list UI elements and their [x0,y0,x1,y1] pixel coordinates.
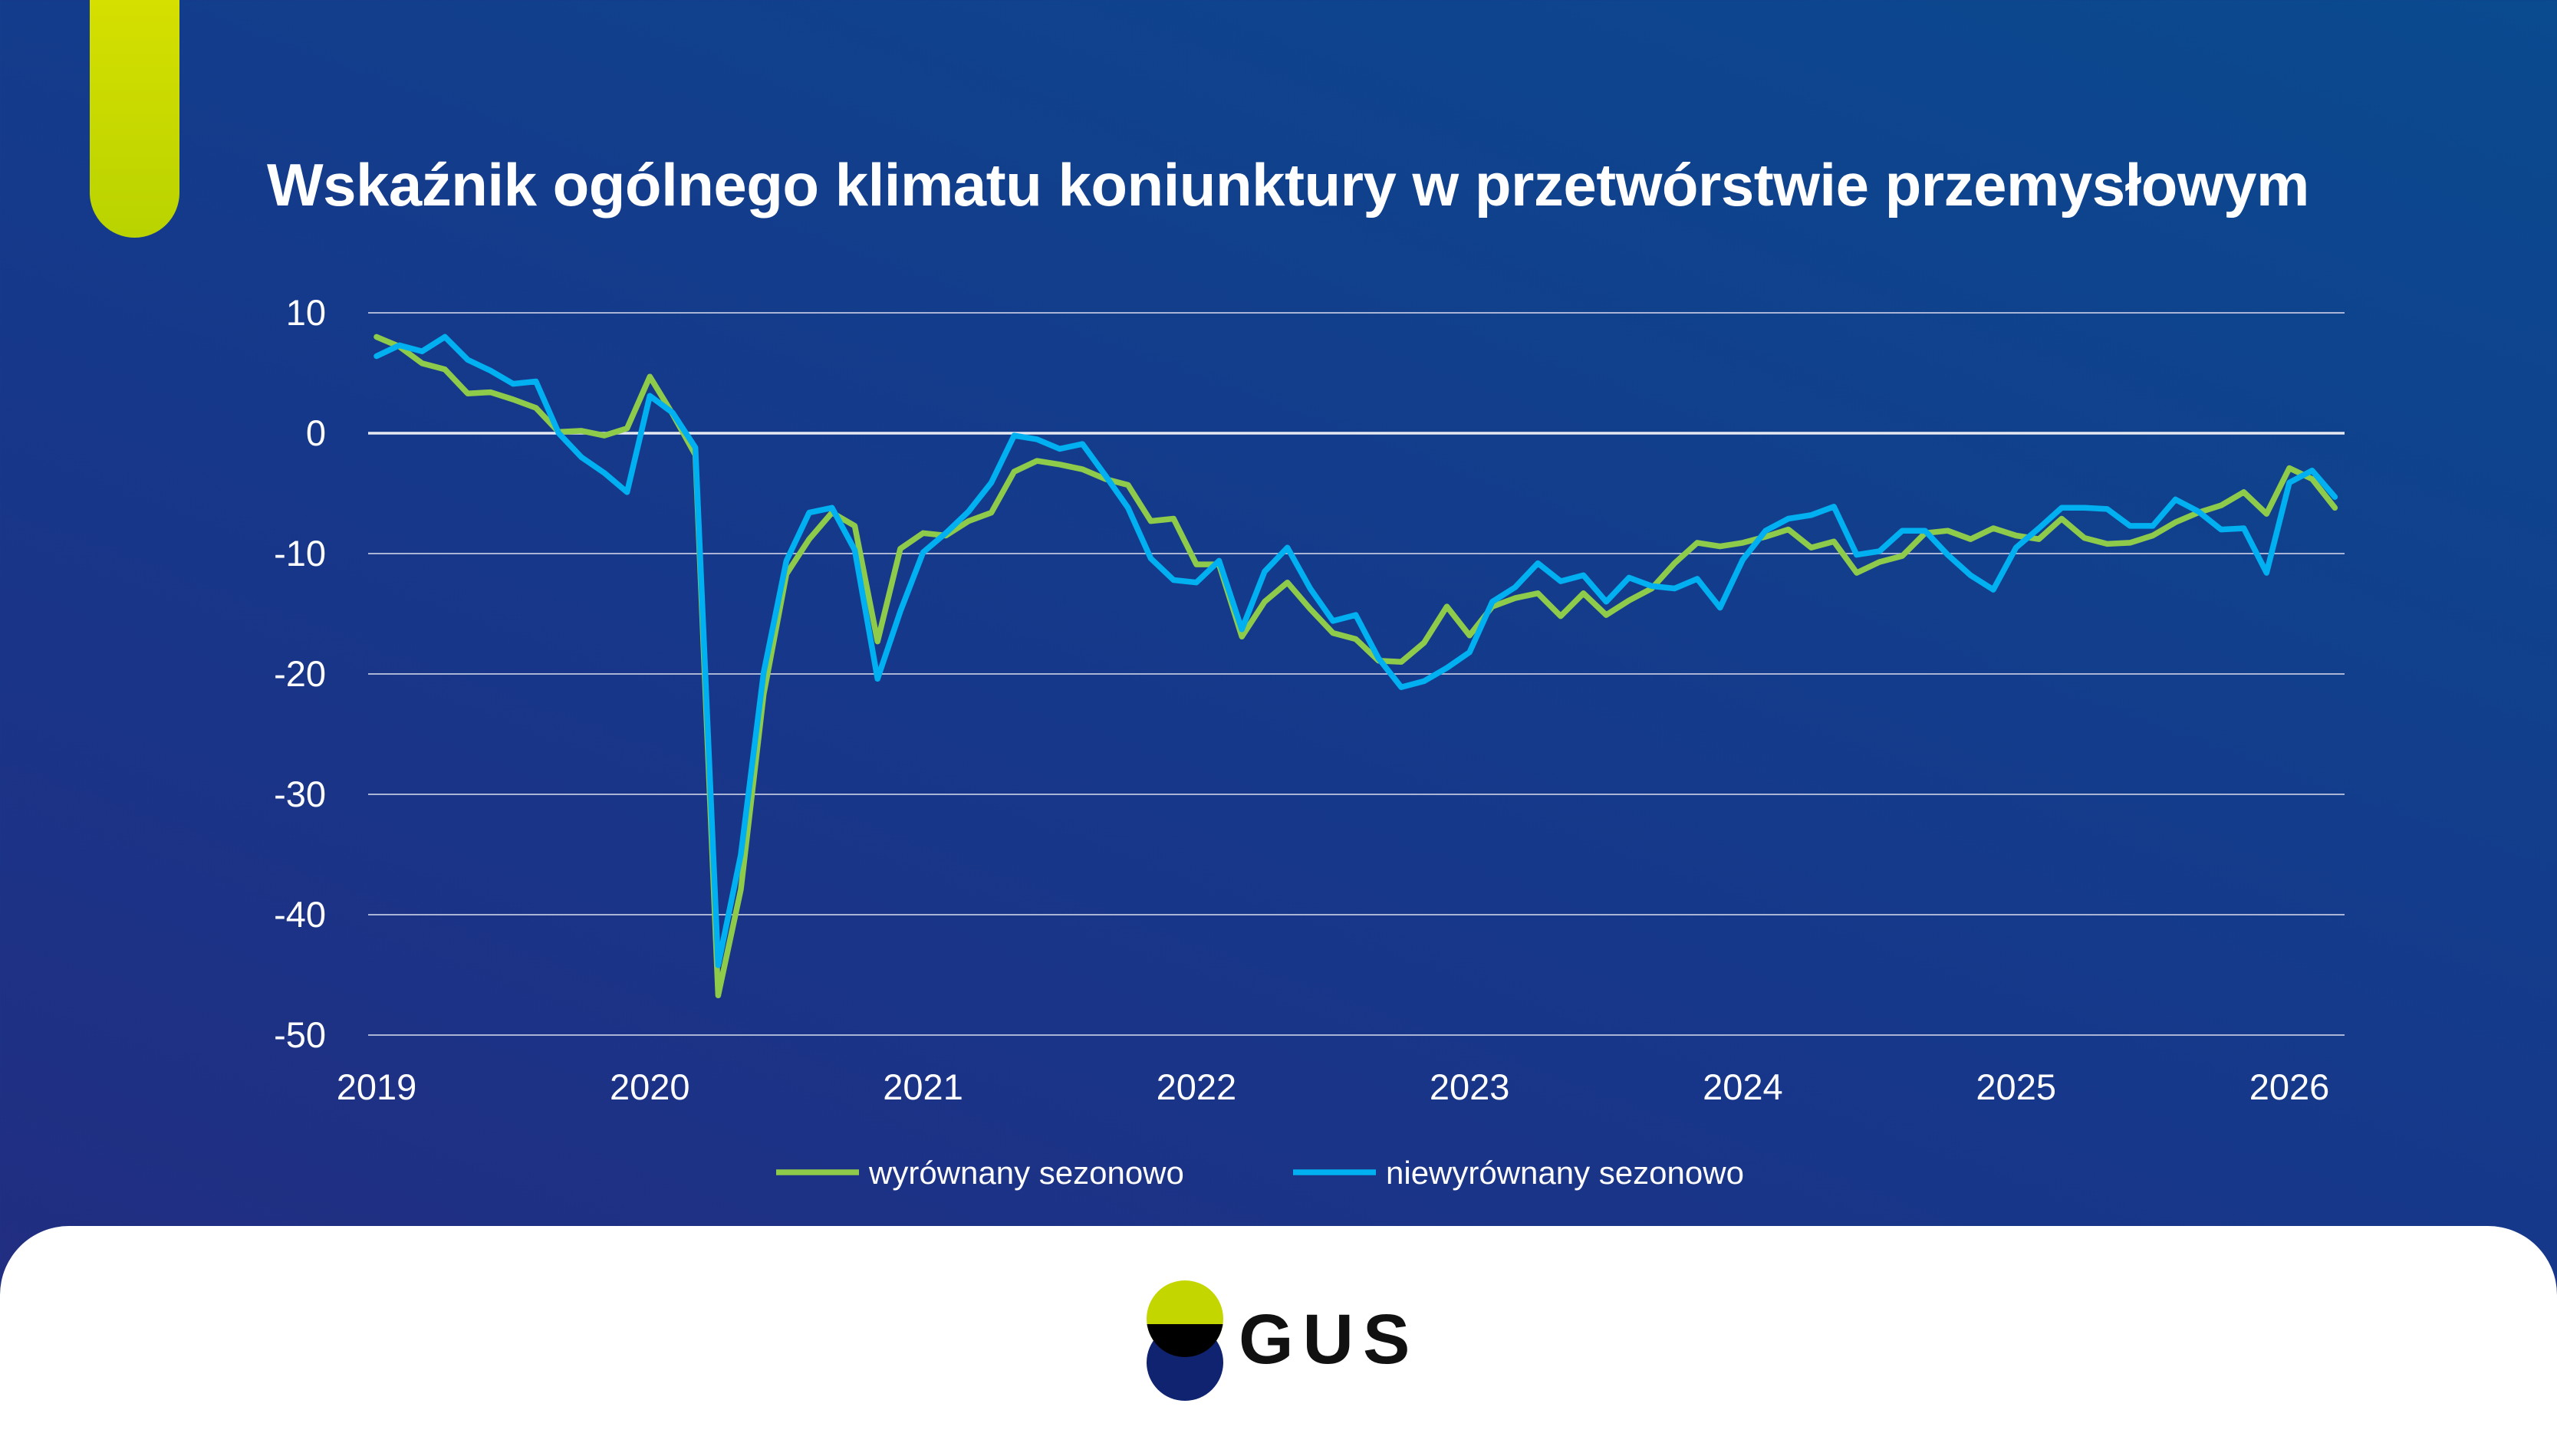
y-tick-label: -40 [274,894,326,935]
x-tick-label: 2022 [1157,1067,1237,1107]
y-tick-label: -10 [274,533,326,574]
x-tick-label: 2024 [1703,1067,1783,1107]
series-lines [377,337,2335,995]
series-line-seasonally-adjusted [377,337,2335,995]
y-tick-label: 0 [306,412,326,453]
legend-label: niewyrównany sezonowo [1386,1155,1744,1191]
x-tick-label: 2025 [1976,1067,2056,1107]
x-tick-label: 2021 [883,1067,963,1107]
y-tick-label: -20 [274,653,326,694]
legend: wyrównany sezonowo niewyrównany sezonowo [776,1155,1744,1191]
logo-text: GUS [1239,1300,1419,1380]
gus-logo: GUS [1143,1277,1450,1399]
series-line-not-adjusted [377,337,2335,965]
y-tick-label: -50 [274,1014,326,1055]
y-tick-label: -30 [274,774,326,814]
logo-circle-overlap [1147,1324,1223,1357]
legend-label: wyrównany sezonowo [868,1155,1184,1191]
x-tick-label: 2026 [2249,1067,2330,1107]
gridlines [368,313,2345,1035]
y-tick-label: 10 [286,292,326,333]
x-tick-label: 2020 [610,1067,690,1107]
x-axis-ticks: 2019 2020 2021 2022 2023 2024 2025 2026 [337,1067,2330,1107]
x-tick-label: 2019 [337,1067,417,1107]
y-axis-ticks: 10 0 -10 -20 -30 -40 -50 [274,292,326,1055]
x-tick-label: 2023 [1430,1067,1510,1107]
